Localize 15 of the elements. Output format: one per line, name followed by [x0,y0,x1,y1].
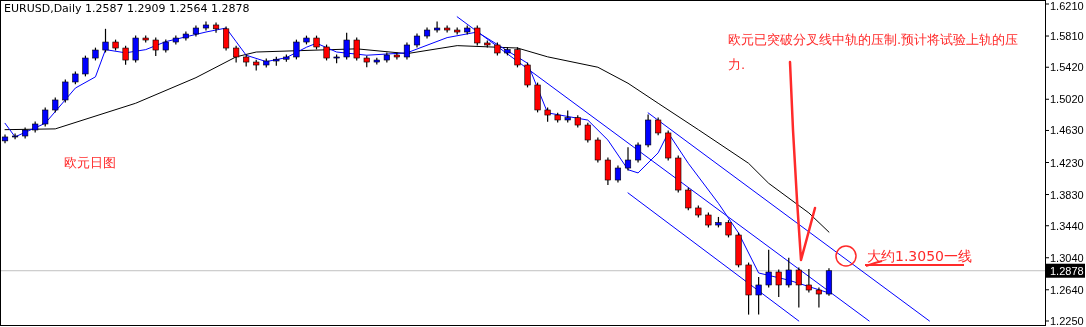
annotation: 欧元已突破分叉线中轨的压制.预计将试验上轨的压力. [728,31,1020,74]
y-tick-label: 1.2250 [1050,315,1084,327]
y-tick-label: 1.3830 [1050,188,1084,201]
y-tick-label: 1.6210 [1050,0,1084,12]
y-tick-label: 1.3040 [1050,251,1084,264]
annotation: 欧元日图 [64,154,117,172]
y-tick-label: 1.4630 [1050,124,1084,137]
y-tick-label: 1.5810 [1050,30,1084,43]
y-tick-label: 1.2640 [1050,283,1084,296]
chart-title: EURUSD,Daily 1.2587 1.2909 1.2564 1.2878 [4,2,250,15]
y-tick-label: 1.5020 [1050,93,1084,106]
y-tick-label: 1.3440 [1050,219,1084,232]
y-tick-label: 1.5420 [1050,61,1084,74]
ref-line-label: 1.2878 [1050,264,1084,277]
y-tick-label: 1.4230 [1050,156,1084,169]
